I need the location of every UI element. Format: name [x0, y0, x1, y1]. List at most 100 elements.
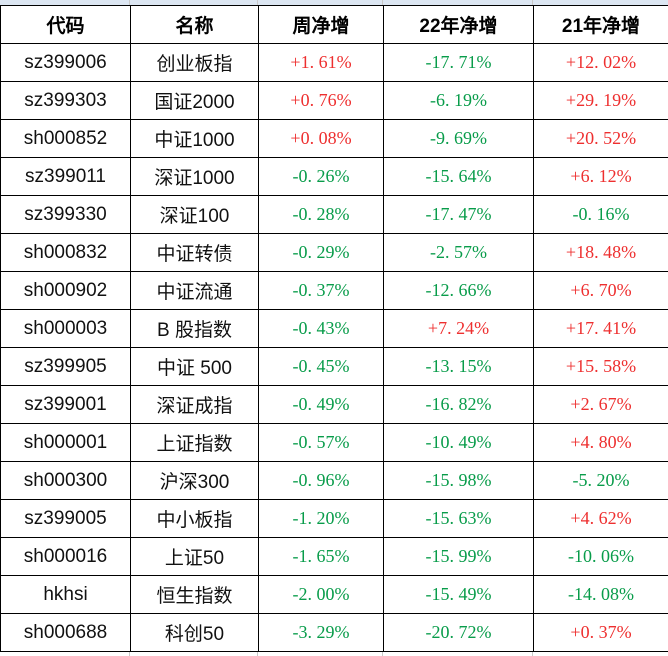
cell-name[interactable]: 国证2000 — [131, 82, 259, 120]
cell-name[interactable]: 中小板指 — [131, 500, 259, 538]
cell-code[interactable]: sh000003 — [1, 310, 131, 348]
cell-week-change[interactable]: -0. 49% — [259, 386, 384, 424]
cell-2022-change[interactable]: -15. 49% — [384, 576, 534, 614]
cell-week-change[interactable]: -0. 57% — [259, 424, 384, 462]
cell-2021-change[interactable]: +15. 58% — [534, 348, 668, 386]
cell-code[interactable]: sz399006 — [1, 44, 131, 82]
cell-name[interactable]: 深证1000 — [131, 158, 259, 196]
cell-name[interactable]: 深证100 — [131, 196, 259, 234]
cell-2022-change[interactable]: -15. 99% — [384, 538, 534, 576]
cell-code[interactable]: sz399303 — [1, 82, 131, 120]
cell-week-change[interactable]: -0. 28% — [259, 196, 384, 234]
cell-name[interactable]: 中证 500 — [131, 348, 259, 386]
header-cell-2022-change[interactable]: 22年净增 — [384, 6, 534, 44]
cell-2022-change[interactable]: +7. 24% — [384, 310, 534, 348]
cell-2021-change[interactable]: -10. 06% — [534, 538, 668, 576]
header-cell-code[interactable]: 代码 — [1, 6, 131, 44]
cell-name[interactable]: 创业板指 — [131, 44, 259, 82]
cell-name[interactable]: 深证成指 — [131, 386, 259, 424]
cell-name[interactable]: 沪深300 — [131, 462, 259, 500]
header-cell-2021-change[interactable]: 21年净增 — [534, 6, 668, 44]
cell-code[interactable]: sz399905 — [1, 348, 131, 386]
cell-2021-change[interactable]: +6. 12% — [534, 158, 668, 196]
cell-2022-change[interactable]: -20. 72% — [384, 614, 534, 652]
cell-name[interactable]: 上证指数 — [131, 424, 259, 462]
cell-2022-change[interactable]: -12. 66% — [384, 272, 534, 310]
cell-week-change[interactable]: -1. 20% — [259, 500, 384, 538]
gridline-segment — [130, 0, 258, 5]
cell-2022-change[interactable]: -10. 49% — [384, 424, 534, 462]
cell-2021-change[interactable]: +0. 37% — [534, 614, 668, 652]
cell-name[interactable]: 恒生指数 — [131, 576, 259, 614]
cell-2021-change[interactable]: +12. 02% — [534, 44, 668, 82]
cell-code[interactable]: sz399011 — [1, 158, 131, 196]
cell-2021-change[interactable]: +29. 19% — [534, 82, 668, 120]
cell-name[interactable]: B 股指数 — [131, 310, 259, 348]
cell-2022-change[interactable]: -6. 19% — [384, 82, 534, 120]
cell-2021-change[interactable]: +2. 67% — [534, 386, 668, 424]
header-cell-name[interactable]: 名称 — [131, 6, 259, 44]
cell-name[interactable]: 上证50 — [131, 538, 259, 576]
cell-2022-change[interactable]: -17. 47% — [384, 196, 534, 234]
cell-name[interactable]: 中证转债 — [131, 234, 259, 272]
gridline-segment — [258, 0, 383, 5]
cell-week-change[interactable]: -0. 26% — [259, 158, 384, 196]
gridline-segment — [0, 0, 130, 5]
cell-2022-change[interactable]: -16. 82% — [384, 386, 534, 424]
cell-week-change[interactable]: +1. 61% — [259, 44, 384, 82]
cell-2021-change[interactable]: +18. 48% — [534, 234, 668, 272]
cell-2022-change[interactable]: -2. 57% — [384, 234, 534, 272]
cell-2022-change[interactable]: -17. 71% — [384, 44, 534, 82]
cell-code[interactable]: sz399330 — [1, 196, 131, 234]
cell-2021-change[interactable]: -5. 20% — [534, 462, 668, 500]
cell-2021-change[interactable]: +6. 70% — [534, 272, 668, 310]
cell-code[interactable]: sh000688 — [1, 614, 131, 652]
cell-2021-change[interactable]: -0. 16% — [534, 196, 668, 234]
cell-code[interactable]: sh000001 — [1, 424, 131, 462]
cell-2021-change[interactable]: +4. 80% — [534, 424, 668, 462]
cell-week-change[interactable]: -0. 96% — [259, 462, 384, 500]
cell-code[interactable]: sh000016 — [1, 538, 131, 576]
cell-2022-change[interactable]: -9. 69% — [384, 120, 534, 158]
cell-week-change[interactable]: -3. 29% — [259, 614, 384, 652]
cell-2022-change[interactable]: -15. 64% — [384, 158, 534, 196]
gridline-segment — [383, 0, 533, 5]
cell-week-change[interactable]: -2. 00% — [259, 576, 384, 614]
cell-week-change[interactable]: -1. 65% — [259, 538, 384, 576]
cell-code[interactable]: sh000852 — [1, 120, 131, 158]
header-cell-week-change[interactable]: 周净增 — [259, 6, 384, 44]
cell-2021-change[interactable]: +17. 41% — [534, 310, 668, 348]
cell-2022-change[interactable]: -13. 15% — [384, 348, 534, 386]
cell-week-change[interactable]: -0. 37% — [259, 272, 384, 310]
cell-code[interactable]: sh000300 — [1, 462, 131, 500]
cell-2021-change[interactable]: -14. 08% — [534, 576, 668, 614]
cell-name[interactable]: 科创50 — [131, 614, 259, 652]
cell-2022-change[interactable]: -15. 63% — [384, 500, 534, 538]
cell-name[interactable]: 中证流通 — [131, 272, 259, 310]
cell-week-change[interactable]: +0. 08% — [259, 120, 384, 158]
cell-name[interactable]: 中证1000 — [131, 120, 259, 158]
cell-code[interactable]: sh000902 — [1, 272, 131, 310]
cell-code[interactable]: sh000832 — [1, 234, 131, 272]
cell-2021-change[interactable]: +4. 62% — [534, 500, 668, 538]
cell-2022-change[interactable]: -15. 98% — [384, 462, 534, 500]
cell-week-change[interactable]: -0. 43% — [259, 310, 384, 348]
cell-week-change[interactable]: +0. 76% — [259, 82, 384, 120]
cell-code[interactable]: sz399005 — [1, 500, 131, 538]
cell-2021-change[interactable]: +20. 52% — [534, 120, 668, 158]
cell-week-change[interactable]: -0. 45% — [259, 348, 384, 386]
cell-code[interactable]: hkhsi — [1, 576, 131, 614]
cell-week-change[interactable]: -0. 29% — [259, 234, 384, 272]
cell-code[interactable]: sz399001 — [1, 386, 131, 424]
